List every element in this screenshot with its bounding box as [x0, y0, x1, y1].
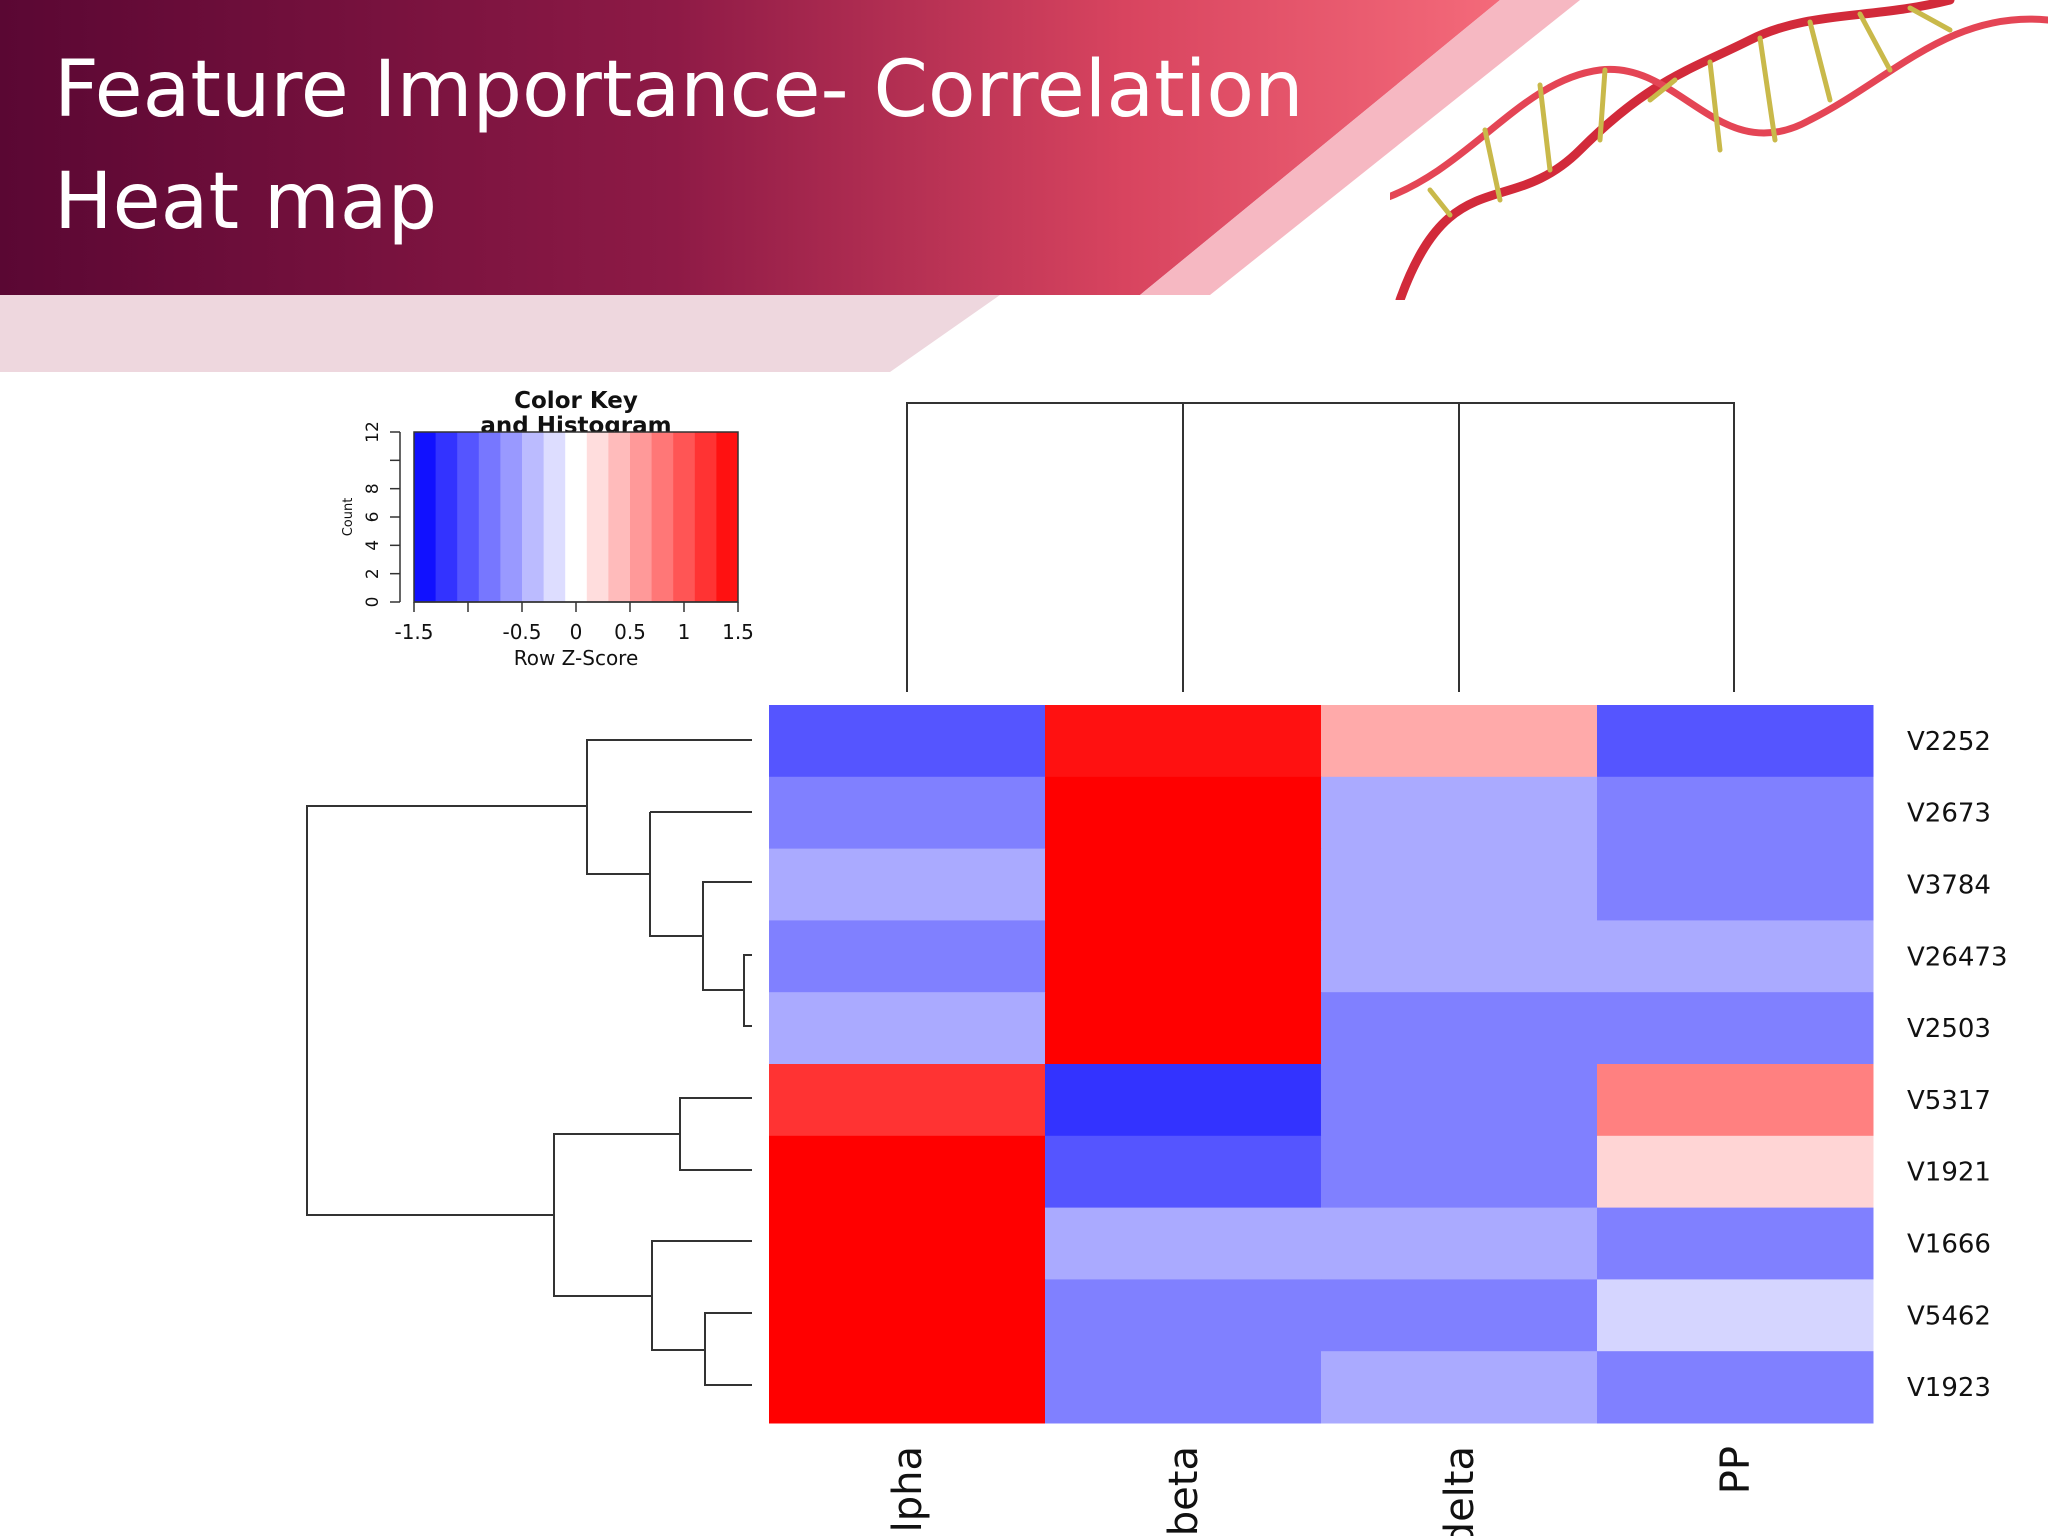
- heatmap-cell-V1666-PP: [1597, 1207, 1874, 1280]
- heatmap-cell-V2503-beta: [1045, 992, 1322, 1065]
- heatmap-cell-V5317-beta: [1045, 1064, 1322, 1137]
- row-labels: V2252 V2673 V3784 V26473 V2503 V5317 V1921 V166…: [1907, 727, 2008, 1403]
- color-key-bin: [694, 432, 717, 602]
- color-key-y-ticks: 0 2 4 6 8 12: [363, 421, 400, 607]
- row-label: V1666: [1907, 1230, 1991, 1260]
- column-dendrogram: [906, 402, 1735, 692]
- color-key-x-tick-label: 1.5: [722, 620, 754, 644]
- heatmap-cell-V1923-alpha: [769, 1351, 1046, 1424]
- heatmap-cell-V1921-PP: [1597, 1135, 1874, 1209]
- color-key-x-tick-label: -0.5: [502, 620, 541, 644]
- heatmap-cell-V2503-PP: [1597, 992, 1874, 1065]
- color-key: Color Key and Histogram -1.5 -0.5 0 0.5 1 1.5…: [341, 388, 754, 670]
- color-key-x-tick-label: 0.5: [614, 620, 646, 644]
- color-key-bins: [414, 432, 739, 602]
- heatmap-cell-V1666-delta: [1321, 1207, 1598, 1280]
- column-label: alpha: [885, 1446, 931, 1536]
- color-key-bin: [522, 432, 545, 602]
- heatmap-cell-V1923-PP: [1597, 1351, 1874, 1424]
- color-key-bin: [457, 432, 480, 602]
- heatmap-cell-V5462-alpha: [769, 1279, 1046, 1352]
- heatmap-cell-V1923-beta: [1045, 1351, 1322, 1424]
- slide-title-line-2: Heat map: [54, 157, 438, 247]
- row-dendrogram: [306, 739, 752, 1386]
- row-label: V1923: [1907, 1373, 1991, 1403]
- heatmap-cell-V3784-PP: [1597, 848, 1874, 921]
- heatmap-cell-V2252-PP: [1597, 705, 1874, 778]
- color-key-bin: [586, 432, 609, 602]
- color-key-y-tick-label: 4: [363, 540, 383, 551]
- heatmap-cell-V3784-alpha: [769, 848, 1046, 921]
- color-key-y-tick-label: 8: [363, 483, 383, 494]
- color-key-bin: [608, 432, 631, 602]
- color-key-bin: [630, 432, 653, 602]
- heatmap-cell-V2252-delta: [1321, 705, 1598, 778]
- color-key-bin: [673, 432, 696, 602]
- heatmap-cell-V2673-PP: [1597, 776, 1874, 850]
- heatmap-cell-V1923-delta: [1321, 1351, 1598, 1424]
- column-label: beta: [1161, 1446, 1207, 1536]
- heatmap-cell-V2252-beta: [1045, 705, 1322, 778]
- row-label: V5462: [1907, 1301, 1991, 1331]
- row-label: V2503: [1907, 1014, 1991, 1044]
- color-key-y-tick-label: 0: [363, 597, 383, 608]
- slide-title: Feature Importance- Correlation Heat map: [54, 34, 1304, 258]
- color-key-xlabel: Row Z-Score: [514, 646, 639, 670]
- row-label: V26473: [1907, 942, 2008, 972]
- heatmap-cell-V2503-alpha: [769, 992, 1046, 1065]
- heatmap-cell-V1666-beta: [1045, 1207, 1322, 1280]
- color-key-bin: [500, 432, 523, 602]
- color-key-x-tick-label: 1: [678, 620, 691, 644]
- heatmap-cell-V26473-beta: [1045, 920, 1322, 993]
- row-label: V1921: [1907, 1158, 1991, 1188]
- heatmap-cells: [769, 705, 1874, 1424]
- color-key-title-1: Color Key: [514, 388, 638, 414]
- column-label: PP: [1713, 1446, 1759, 1494]
- color-key-bin: [478, 432, 501, 602]
- heatmap-cell-V5317-alpha: [769, 1064, 1046, 1137]
- heatmap-cell-V5462-beta: [1045, 1279, 1322, 1352]
- heatmap-cell-V1921-alpha: [769, 1135, 1046, 1209]
- color-key-x-tick-label: 0: [570, 620, 583, 644]
- color-key-y-tick-label: 6: [363, 512, 383, 523]
- heatmap-cell-V2252-alpha: [769, 705, 1046, 778]
- heatmap-cell-V5462-PP: [1597, 1279, 1874, 1352]
- column-labels: alpha beta delta PP: [885, 1446, 1759, 1536]
- heatmap-cell-V3784-delta: [1321, 848, 1598, 921]
- heatmap-cell-V5462-delta: [1321, 1279, 1598, 1352]
- heatmap-cell-V1921-beta: [1045, 1135, 1322, 1209]
- heatmap-cell-V5317-PP: [1597, 1064, 1874, 1137]
- heatmap-cell-V2673-delta: [1321, 776, 1598, 850]
- title-banner: [0, 0, 1580, 372]
- slide-title-line-1: Feature Importance- Correlation: [54, 45, 1304, 135]
- color-key-bin: [543, 432, 566, 602]
- heatmap-cell-V3784-beta: [1045, 848, 1322, 921]
- color-key-bin: [565, 432, 588, 602]
- color-key-x-ticks: -1.5 -0.5 0 0.5 1 1.5: [394, 602, 754, 644]
- heatmap-cell-V2673-beta: [1045, 776, 1322, 850]
- color-key-x-tick-label: -1.5: [394, 620, 433, 644]
- row-label: V5317: [1907, 1086, 1991, 1116]
- color-key-bin: [414, 432, 437, 602]
- dna-helix-icon: [1390, 0, 2048, 300]
- row-label: V2252: [1907, 727, 1991, 757]
- heatmap-cell-V26473-PP: [1597, 920, 1874, 993]
- heatmap-cell-V2503-delta: [1321, 992, 1598, 1065]
- row-label: V2673: [1907, 799, 1991, 829]
- heatmap-cell-V2673-alpha: [769, 776, 1046, 850]
- color-key-bin: [435, 432, 458, 602]
- heatmap-cell-V26473-delta: [1321, 920, 1598, 993]
- color-key-y-tick-label: 2: [363, 568, 383, 579]
- heatmap-cell-V5317-delta: [1321, 1064, 1598, 1137]
- color-key-bin: [651, 432, 674, 602]
- color-key-bin: [716, 432, 739, 602]
- heatmap-cell-V26473-alpha: [769, 920, 1046, 993]
- heatmap-cell-V1666-alpha: [769, 1207, 1046, 1280]
- row-label: V3784: [1907, 871, 1991, 901]
- color-key-y-tick-label: 12: [363, 421, 383, 443]
- heatmap-cell-V1921-delta: [1321, 1135, 1598, 1209]
- color-key-ylabel: Count: [341, 498, 356, 537]
- column-label: delta: [1437, 1446, 1483, 1536]
